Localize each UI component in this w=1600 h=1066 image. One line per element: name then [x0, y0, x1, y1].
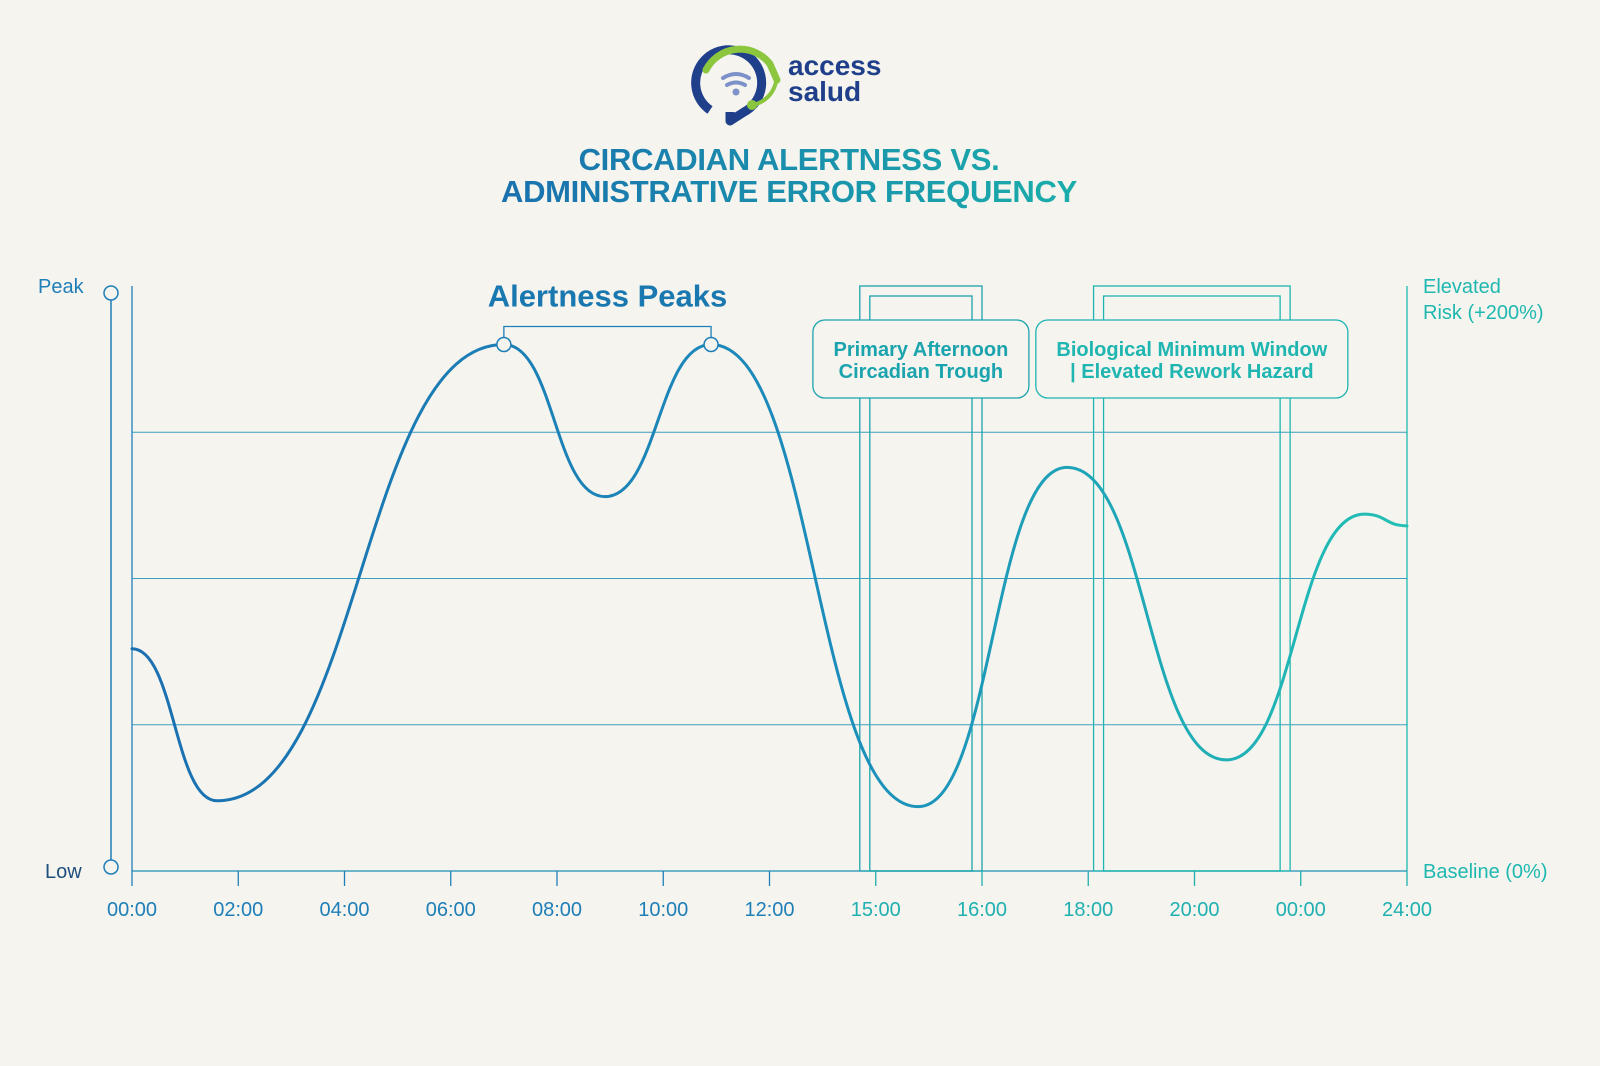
left-axis-top-marker: [103, 285, 119, 301]
peak-marker-2: [703, 336, 719, 353]
x-tick-label-11: 00:00: [1276, 899, 1326, 921]
x-tick-label-7: 15:00: [851, 899, 901, 921]
brand-line-1: access: [788, 50, 881, 81]
right-axis-top-label-line-1: Elevated: [1423, 276, 1501, 298]
peak-bracket: [503, 325, 712, 338]
brand-line-2: salud: [788, 76, 861, 107]
window-0-inner-border: [869, 295, 973, 872]
x-tick-label-3: 06:00: [426, 899, 476, 921]
brand-logo: access salud: [691, 45, 881, 126]
window-1-label-line-1: | Elevated Rework Hazard: [1070, 361, 1313, 383]
window-0-callout-box: [812, 319, 1030, 399]
series-alertness-line: [130, 342, 920, 809]
series-layer: [130, 342, 1409, 809]
right-axis-top-label-line-2: Risk (+200%): [1423, 302, 1544, 324]
x-tick-label-4: 08:00: [532, 899, 582, 921]
window-1: Biological Minimum Window| Elevated Rewo…: [1035, 285, 1349, 872]
left-axis-top-label: Peak: [38, 276, 85, 298]
x-tick-label-5: 10:00: [638, 899, 688, 921]
x-tick-label-2: 04:00: [319, 899, 369, 921]
window-1-inner-border: [1102, 295, 1281, 872]
right-axis: Elevated Risk (+200%) Baseline (0%): [1423, 276, 1548, 883]
window-0-label-line-1: Circadian Trough: [839, 361, 1003, 383]
peak-marker-1: [496, 336, 512, 353]
window-1-callout-box: [1035, 319, 1349, 399]
title-line-1: CIRCADIAN ALERTNESS VS.: [579, 142, 1000, 177]
x-tick-label-1: 02:00: [213, 899, 263, 921]
title-line-2: ADMINISTRATIVE ERROR FREQUENCY: [501, 174, 1078, 209]
left-axis: Peak Low: [38, 276, 119, 883]
headset-chat-icon: [691, 45, 781, 126]
x-tick-label-0: 00:00: [107, 899, 157, 921]
right-axis-bottom-label: Baseline (0%): [1423, 861, 1548, 883]
gridlines: [132, 431, 1407, 726]
x-tick-label-8: 16:00: [957, 899, 1007, 921]
chart-title: CIRCADIAN ALERTNESS VS. ADMINISTRATIVE E…: [501, 142, 1078, 209]
left-axis-bottom-marker: [103, 859, 119, 875]
x-tick-label-10: 20:00: [1169, 899, 1219, 921]
window-1-label-line-0: Biological Minimum Window: [1056, 339, 1327, 361]
peak-annotation: Alertness Peaks: [488, 279, 728, 353]
left-axis-bottom-label: Low: [45, 861, 82, 883]
x-tick-label-9: 18:00: [1063, 899, 1113, 921]
window-0-label-line-0: Primary Afternoon: [833, 339, 1008, 361]
peak-label: Alertness Peaks: [488, 279, 728, 314]
x-tick-label-12: 24:00: [1382, 899, 1432, 921]
x-axis-ticks: 00:00 02:00 04:00 06:00 08:00 10:00 12:00 15:00…: [107, 871, 1432, 921]
series-error-frequency-line: [916, 465, 1409, 809]
x-tick-label-6: 12:00: [744, 899, 794, 921]
